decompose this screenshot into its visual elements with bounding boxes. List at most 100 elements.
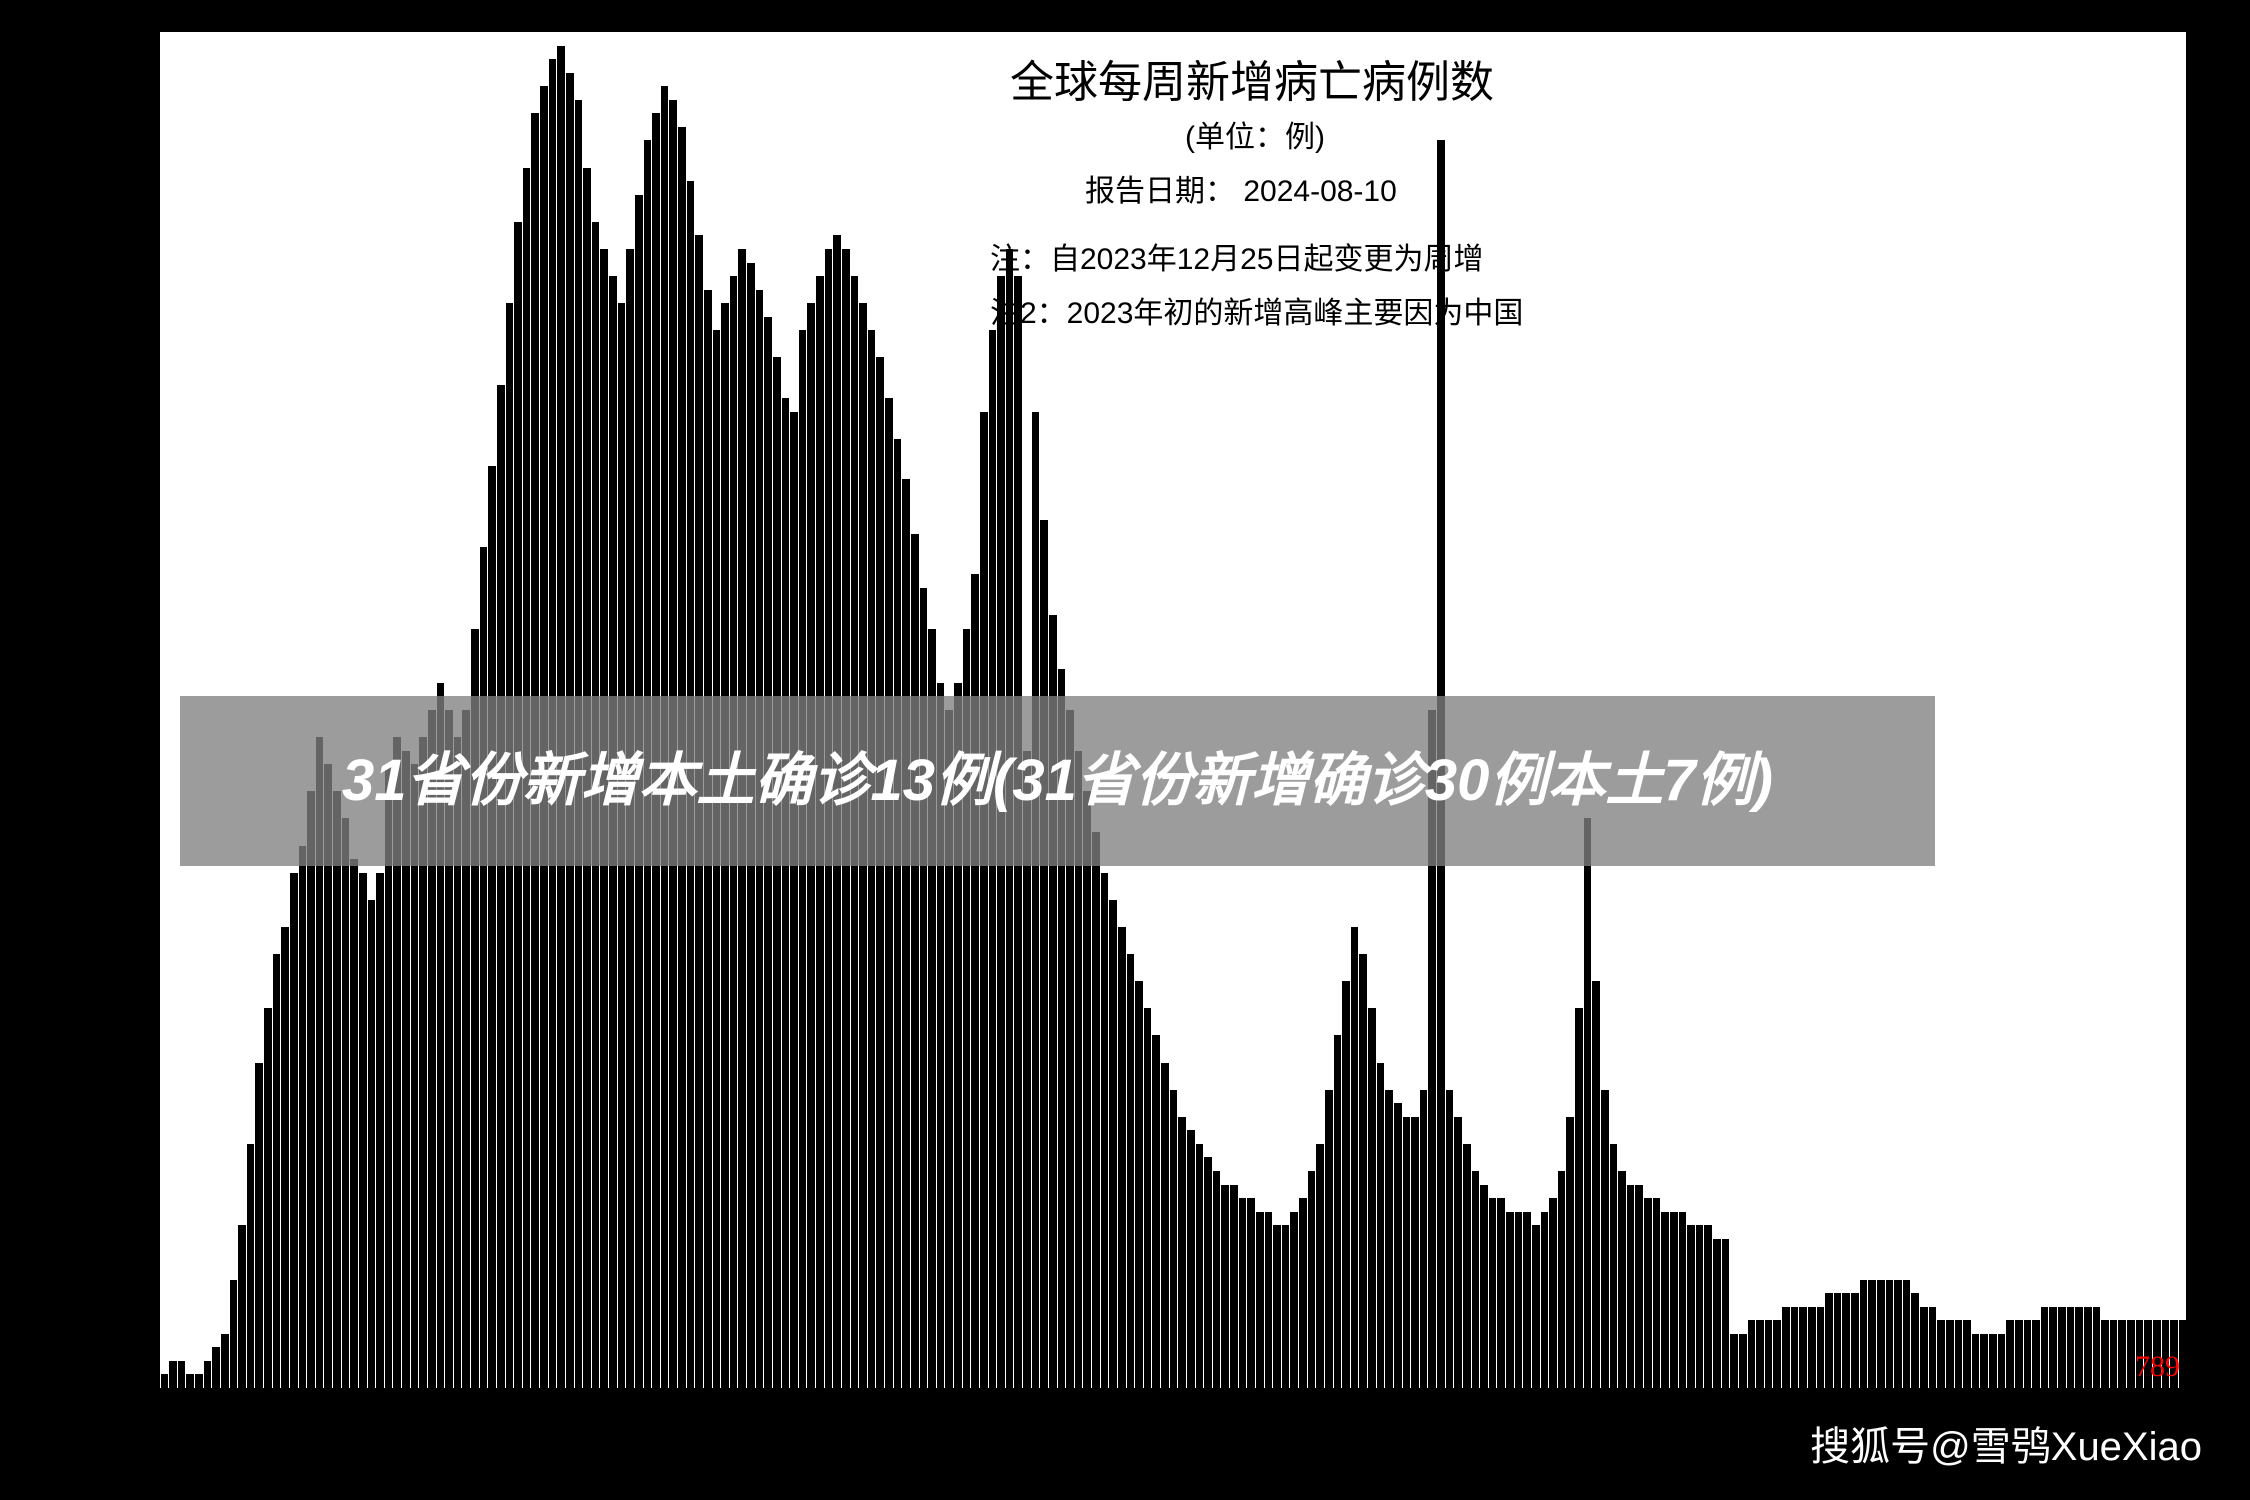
data-bar <box>1929 1307 1937 1388</box>
data-bar <box>1756 1320 1764 1388</box>
data-bar <box>1575 1008 1583 1388</box>
data-bar <box>1748 1320 1756 1388</box>
data-bar <box>1092 832 1100 1388</box>
data-bar <box>1273 1225 1281 1388</box>
data-bar <box>1144 1008 1152 1388</box>
data-bar <box>1722 1239 1730 1388</box>
data-bar <box>1497 1198 1505 1388</box>
data-bar <box>1911 1293 1919 1388</box>
data-bar <box>1239 1198 1247 1388</box>
data-bar <box>2110 1320 2118 1388</box>
data-bar <box>1265 1212 1273 1388</box>
data-bar <box>790 412 798 1388</box>
data-bar <box>488 466 496 1388</box>
data-bar <box>2118 1320 2126 1388</box>
chart-note-1: 注：自2023年12月25日起变更为周增 <box>990 234 1483 278</box>
data-bar <box>169 1361 177 1388</box>
data-bar <box>1523 1212 1531 1388</box>
data-bar <box>1980 1334 1988 1388</box>
data-bar <box>264 1008 272 1388</box>
chart-note-2: 注2：2023年初的新增高峰主要因为中国 <box>990 288 1523 332</box>
data-bar <box>1886 1280 1894 1388</box>
data-bar <box>2093 1307 2101 1388</box>
data-bar <box>230 1280 238 1388</box>
data-bar <box>1549 1198 1557 1388</box>
data-bar <box>1446 1090 1454 1388</box>
data-bar <box>1359 954 1367 1388</box>
data-bar <box>1178 1117 1186 1388</box>
data-bar <box>1998 1334 2006 1388</box>
data-bar <box>1411 1117 1419 1388</box>
chart-subtitle-unit: (单位：例) <box>1185 112 1325 156</box>
data-bar <box>1368 1008 1376 1388</box>
data-bar <box>1101 873 1109 1388</box>
data-bar <box>1170 1090 1178 1388</box>
data-bar <box>1817 1307 1825 1388</box>
data-bar <box>1773 1320 1781 1388</box>
data-bar <box>1661 1212 1669 1388</box>
data-bar <box>1989 1334 1997 1388</box>
data-bar <box>359 873 367 1388</box>
data-bar <box>1618 1171 1626 1388</box>
data-bar <box>1083 791 1091 1388</box>
data-bar <box>2041 1307 2049 1388</box>
data-bar <box>497 385 505 1388</box>
data-bar <box>1644 1198 1652 1388</box>
data-bar <box>281 927 289 1388</box>
data-bar <box>1584 818 1592 1388</box>
data-bar <box>1515 1212 1523 1388</box>
data-bar <box>342 818 350 1388</box>
chart-title: 全球每周新增病亡病例数 <box>1010 46 1494 110</box>
data-bar <box>1679 1212 1687 1388</box>
data-bar <box>1730 1334 1738 1388</box>
red-label-number: 789 <box>2135 1350 2180 1384</box>
data-bar <box>186 1374 194 1388</box>
data-bar <box>1963 1320 1971 1388</box>
data-bar <box>333 791 341 1388</box>
data-bar <box>1920 1307 1928 1388</box>
data-bar <box>1799 1307 1807 1388</box>
data-bar <box>1342 981 1350 1388</box>
data-bar <box>1403 1117 1411 1388</box>
data-bar <box>2084 1307 2092 1388</box>
data-bar <box>1592 981 1600 1388</box>
data-bar <box>1808 1307 1816 1388</box>
data-bar <box>782 398 790 1388</box>
data-bar <box>1635 1185 1643 1388</box>
data-bar <box>1851 1293 1859 1388</box>
data-bar <box>1152 1035 1160 1388</box>
data-bar <box>911 534 919 1388</box>
data-bar <box>1834 1293 1842 1388</box>
chart-report-date: 报告日期： 2024-08-10 <box>1085 166 1397 210</box>
data-bar <box>307 791 315 1388</box>
data-bar <box>1394 1103 1402 1388</box>
data-bar <box>2024 1320 2032 1388</box>
data-bar <box>1463 1144 1471 1388</box>
data-bar <box>376 873 384 1388</box>
source-watermark: 搜狐号@雪鸮XueXiao <box>1810 1414 2202 1472</box>
data-bar <box>1221 1185 1229 1388</box>
data-bar <box>1187 1130 1195 1388</box>
data-bar <box>1739 1334 1747 1388</box>
data-bar <box>1316 1144 1324 1388</box>
data-bar <box>255 1063 263 1388</box>
data-bar <box>980 412 988 1388</box>
data-bar <box>2058 1307 2066 1388</box>
data-bar <box>1566 1117 1574 1388</box>
data-bar <box>1230 1185 1238 1388</box>
data-bar <box>1040 520 1048 1388</box>
data-bar <box>1903 1280 1911 1388</box>
data-bar <box>1299 1198 1307 1388</box>
data-bar <box>1196 1144 1204 1388</box>
data-bar <box>1860 1280 1868 1388</box>
data-bar <box>1541 1212 1549 1388</box>
data-bar <box>1713 1239 1721 1388</box>
data-bar <box>204 1361 212 1388</box>
data-bar <box>290 873 298 1388</box>
data-bar <box>1972 1334 1980 1388</box>
data-bar <box>1351 927 1359 1388</box>
data-bar <box>902 479 910 1388</box>
data-bar <box>247 1144 255 1388</box>
data-bar <box>1946 1320 1954 1388</box>
data-bar <box>1472 1171 1480 1388</box>
